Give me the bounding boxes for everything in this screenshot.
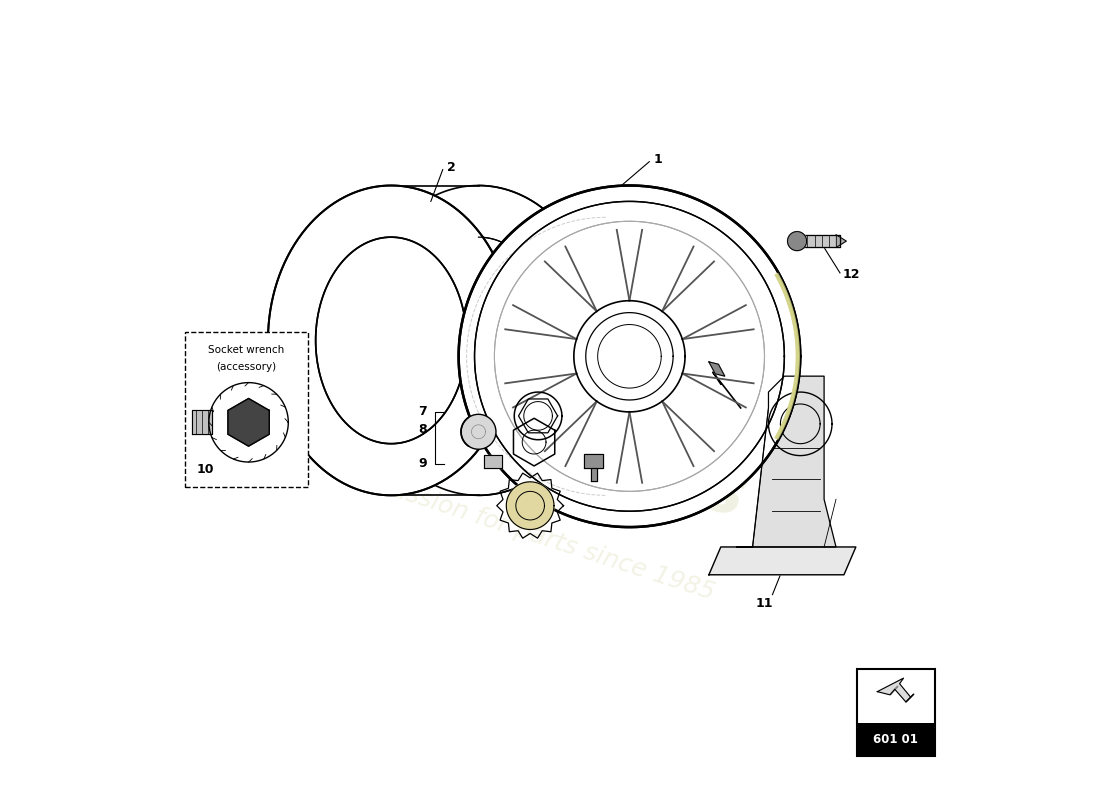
Text: 11: 11 (756, 597, 773, 610)
Polygon shape (591, 467, 597, 481)
Polygon shape (459, 186, 801, 527)
Text: a passion for parts since 1985: a passion for parts since 1985 (351, 466, 717, 605)
Polygon shape (228, 398, 270, 446)
Polygon shape (836, 234, 846, 247)
Text: 1: 1 (653, 153, 662, 166)
Text: Socket wrench: Socket wrench (208, 345, 284, 355)
Bar (857, 722, 935, 756)
Text: 10: 10 (197, 463, 215, 477)
Polygon shape (484, 455, 503, 467)
Text: 7: 7 (418, 406, 427, 418)
Polygon shape (737, 376, 836, 547)
Text: 8: 8 (418, 423, 427, 436)
Text: 5: 5 (582, 434, 591, 446)
Polygon shape (708, 362, 725, 376)
Polygon shape (906, 694, 914, 702)
Text: 12: 12 (843, 268, 860, 281)
Polygon shape (792, 234, 840, 247)
Text: eurosports: eurosports (312, 330, 756, 533)
Polygon shape (192, 410, 212, 434)
Polygon shape (708, 547, 856, 574)
Circle shape (461, 414, 496, 450)
Polygon shape (584, 454, 603, 467)
Bar (857, 669, 935, 722)
Text: 4: 4 (631, 428, 640, 441)
Text: 3: 3 (580, 511, 588, 524)
Text: 6: 6 (582, 499, 591, 512)
Polygon shape (878, 678, 911, 702)
Text: 601 01: 601 01 (873, 733, 918, 746)
Text: 9: 9 (418, 457, 427, 470)
Polygon shape (890, 686, 898, 695)
Bar (857, 669, 935, 756)
FancyBboxPatch shape (185, 333, 308, 487)
Polygon shape (788, 231, 806, 250)
Polygon shape (506, 482, 554, 530)
Text: 2: 2 (447, 161, 455, 174)
Text: (accessory): (accessory) (216, 362, 276, 372)
Polygon shape (268, 186, 515, 495)
